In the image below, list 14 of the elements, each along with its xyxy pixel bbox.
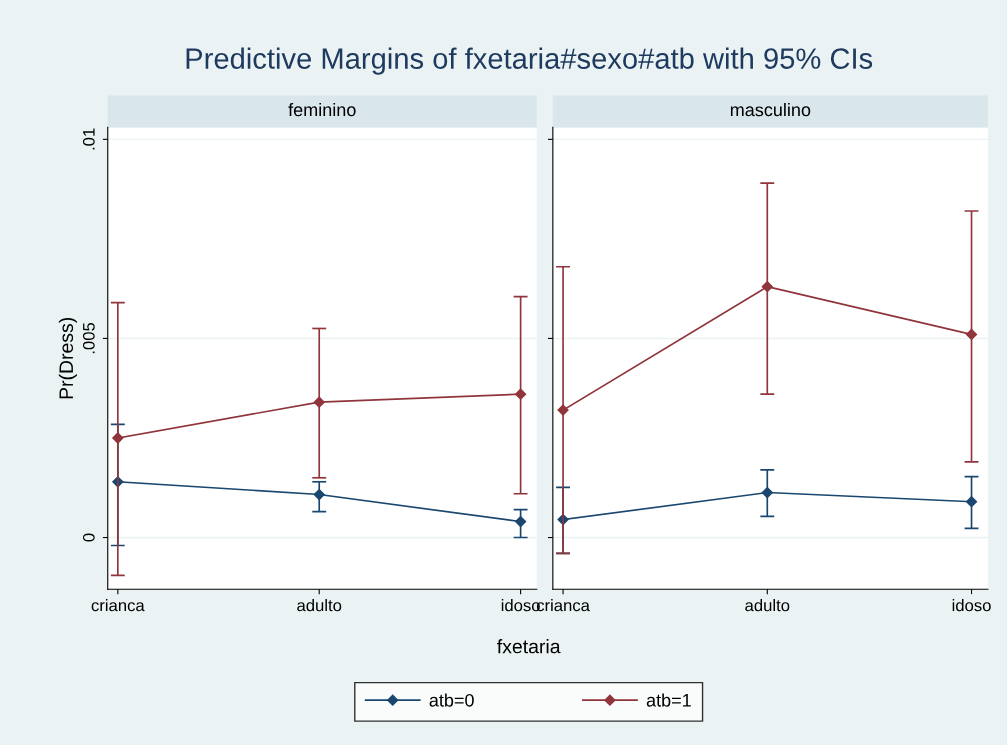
legend-label: atb=0 bbox=[429, 693, 474, 707]
y-tick-label: .01 bbox=[82, 128, 95, 150]
chart-subtitle: feminino bbox=[288, 102, 356, 117]
x-tick-label: adulto bbox=[745, 599, 790, 612]
legend-label: atb=1 bbox=[646, 693, 691, 707]
chart-subtitle: masculino bbox=[730, 102, 811, 117]
x-axis-title: fxetaria bbox=[497, 639, 561, 654]
x-tick-label: crianca bbox=[91, 599, 145, 612]
y-axis-title: Pr(Dress) bbox=[58, 317, 77, 399]
x-tick-label: adulto bbox=[297, 599, 342, 612]
y-tick-label: 0 bbox=[82, 533, 95, 542]
x-tick-label: idoso bbox=[952, 599, 991, 612]
y-tick-label: .005 bbox=[82, 322, 95, 354]
chart-title: Predictive Margins of fxetaria#sexo#atb with 95% CIs bbox=[186, 47, 873, 75]
